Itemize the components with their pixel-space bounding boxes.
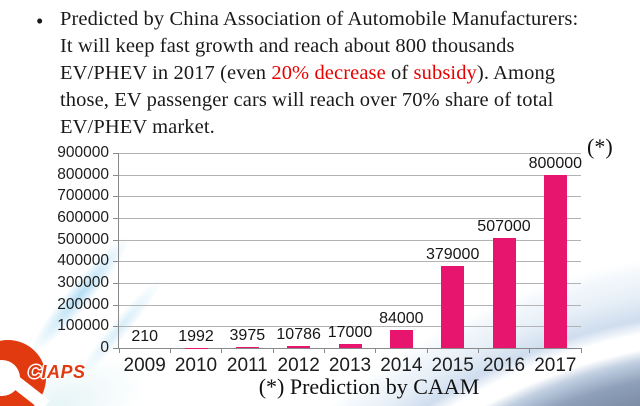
highlighted-text: 20% decrease [271, 62, 386, 84]
bar [389, 329, 413, 348]
bar [543, 174, 567, 348]
bar [338, 344, 362, 348]
chart-caption: (*) Prediction by CAAM [258, 374, 480, 399]
y-axis-tick-label: 900000 [57, 144, 109, 161]
body-text: ). Among [476, 62, 556, 84]
gridline [119, 153, 581, 154]
bar [441, 265, 465, 348]
highlighted-text: subsidy [413, 62, 477, 84]
bar-value-label: 84000 [379, 309, 424, 327]
body-text: those, EV passenger cars will reach over… [60, 89, 554, 111]
y-axis-tick [113, 304, 119, 306]
body-text: Predicted by China Association of Automo… [60, 8, 579, 30]
x-axis-tick [323, 348, 325, 353]
logo-wordmark: CIAPS [28, 362, 86, 382]
y-axis-tick [113, 218, 119, 219]
bullet-text-line: those, EV passenger cars will reach over… [60, 87, 578, 114]
y-axis-tick [113, 153, 119, 154]
prediction-asterisk-marker: (*) [587, 134, 613, 159]
x-axis-tick [529, 348, 531, 353]
x-axis-tick [477, 348, 479, 353]
bar-value-label: 800000 [528, 154, 583, 172]
gridline [119, 239, 581, 241]
body-text: EV/PHEV market. [60, 116, 215, 138]
y-axis-tick-label: 800000 [57, 165, 109, 183]
gridline [119, 218, 581, 219]
x-axis-tick [169, 348, 171, 353]
y-axis-tick [113, 174, 119, 176]
y-axis-tick-label: 600000 [57, 209, 109, 226]
y-axis-tick-label: 100000 [57, 317, 109, 335]
x-axis-tick [580, 348, 582, 353]
y-axis-tick [113, 239, 119, 241]
bar [287, 345, 311, 348]
body-text: It will keep fast growth and reach about… [60, 35, 515, 57]
y-axis-tick [113, 261, 119, 263]
y-axis-tick [113, 196, 119, 198]
y-axis-tick-label: 300000 [57, 274, 109, 291]
body-text: of [385, 62, 414, 84]
bullet-text-line: It will keep fast growth and reach about… [60, 33, 578, 60]
bullet-text-line: Predicted by China Association of Automo… [60, 6, 578, 33]
ev-phev-bar-chart: (*) 0 100000 200000 300000 400000 500000 60000… [57, 134, 612, 376]
bullet-paragraph: Predicted by China Association of Automo… [60, 6, 578, 141]
y-axis-tick-label: 0 [100, 339, 109, 356]
bar [492, 238, 516, 348]
y-axis-tick-label: 400000 [57, 252, 109, 270]
bar [235, 347, 259, 348]
x-axis-tick [426, 348, 428, 353]
y-axis-tick-label: 500000 [57, 230, 109, 248]
body-text: EV/PHEV in 2017 (even [60, 62, 272, 84]
x-axis-tick [221, 348, 223, 353]
bullet-text-line: EV/PHEV market. [60, 114, 578, 141]
bullet-text-line: EV/PHEV in 2017 (even 20% decrease of su… [60, 60, 578, 87]
bullet-marker: • [36, 9, 44, 33]
y-axis-tick [113, 283, 119, 284]
y-axis-tick-label: 200000 [57, 295, 109, 313]
gridline [119, 174, 581, 176]
x-axis-tick [375, 348, 377, 353]
x-axis-tick [118, 348, 120, 353]
bar-value-label: 379000 [425, 245, 480, 263]
y-axis-tick-label: 700000 [57, 187, 109, 205]
bar-value-label: 507000 [477, 218, 531, 236]
x-axis-tick [272, 348, 274, 353]
gridline [119, 196, 581, 198]
